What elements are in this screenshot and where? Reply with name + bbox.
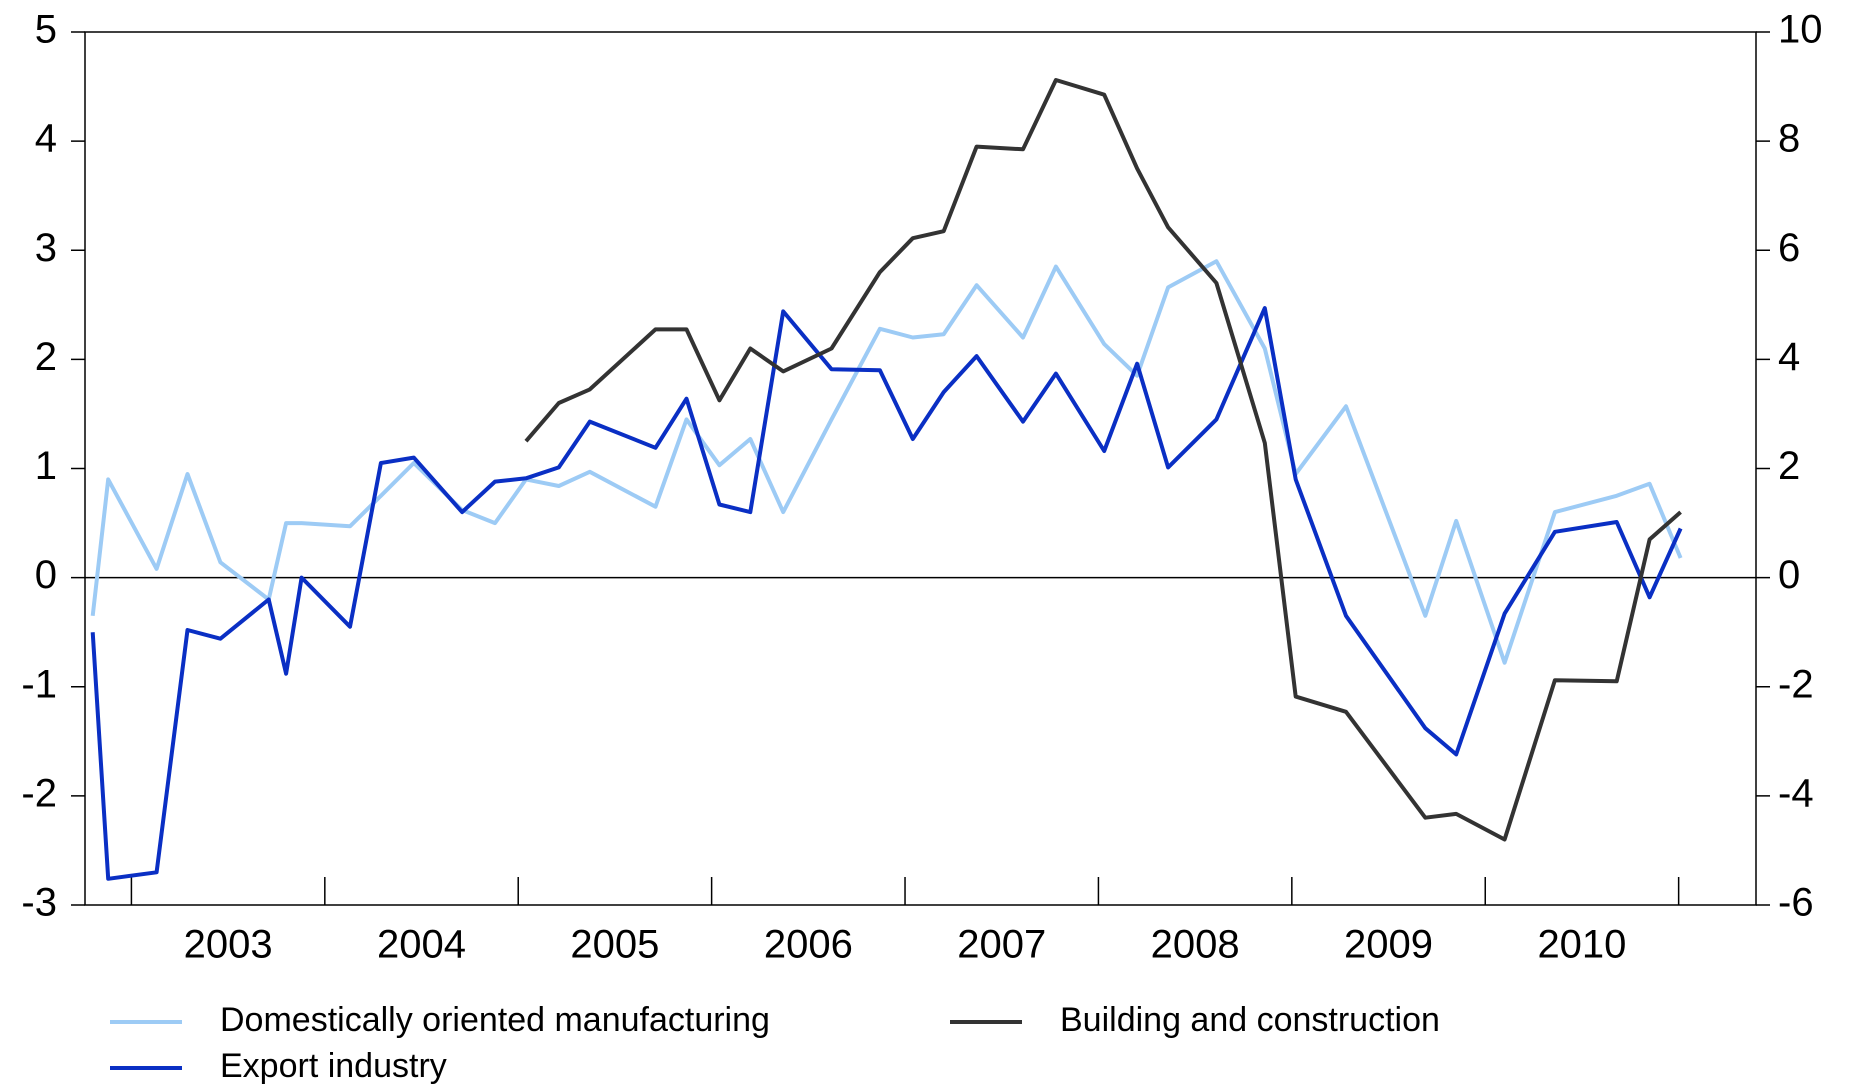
x-tick-label: 2006 [764,923,853,967]
y-tick-label: 2 [35,335,57,379]
y2-tick-label: 6 [1778,226,1800,270]
y-tick-label: 5 [35,8,57,52]
series-line [90,306,1683,881]
y-tick-label: -3 [21,881,57,925]
y2-tick-label: -2 [1778,662,1814,706]
x-tick-label: 2003 [184,923,273,967]
x-tick-label: 2008 [1151,923,1240,967]
x-tick-label: 2005 [570,923,659,967]
y-tick-label: 4 [35,117,57,161]
y-tick-label: 0 [35,553,57,597]
y-tick-label: -2 [21,771,57,815]
y-tick-label: -1 [21,662,57,706]
x-tick-label: 2007 [957,923,1046,967]
series-line [90,259,1683,665]
y2-tick-label: 2 [1778,444,1800,488]
legend-label: Building and construction [1060,1001,1440,1039]
y2-tick-label: 4 [1778,335,1800,379]
y2-tick-label: 8 [1778,117,1800,161]
y2-tick-label: -4 [1778,771,1814,815]
y2-tick-label: 0 [1778,553,1800,597]
legend-label: Domestically oriented manufacturing [220,1001,770,1039]
series-line [524,78,1682,842]
x-tick-label: 2009 [1344,923,1433,967]
plot-frame [84,31,1757,906]
x-tick-label: 2004 [377,923,466,967]
y2-tick-label: -6 [1778,881,1814,925]
legend-label: Export industry [220,1047,447,1085]
y2-tick-label: 10 [1778,8,1823,52]
x-tick-label: 2010 [1537,923,1626,967]
y-tick-label: 3 [35,226,57,270]
y-tick-label: 1 [35,444,57,488]
